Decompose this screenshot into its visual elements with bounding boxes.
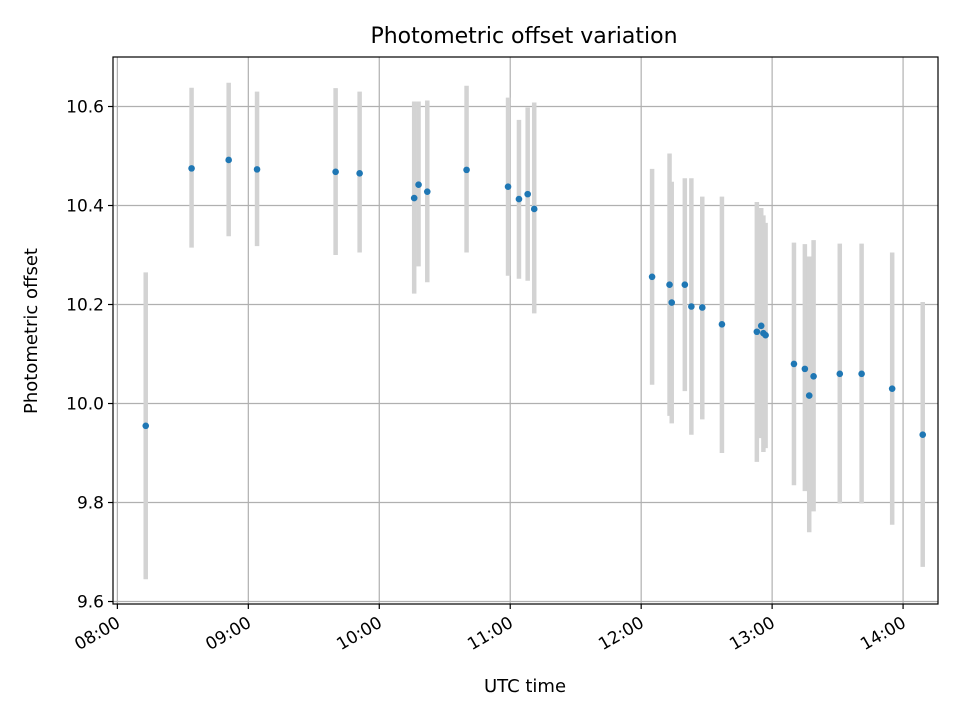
x-tick-label: 13:00: [726, 613, 778, 655]
data-point: [762, 331, 769, 339]
data-point: [423, 188, 431, 195]
data-point: [810, 372, 817, 380]
data-point: [858, 370, 865, 378]
data-point: [415, 181, 422, 189]
data-point: [888, 385, 896, 392]
data-point: [648, 273, 656, 281]
data-point: [919, 431, 927, 439]
y-tick-label: 9.8: [77, 494, 104, 514]
x-tick-label: 08:00: [71, 613, 123, 655]
data-point: [142, 422, 150, 430]
data-point: [188, 165, 195, 172]
data-point: [698, 304, 706, 311]
data-point: [688, 303, 695, 310]
data-point: [668, 299, 676, 306]
data-point: [753, 328, 761, 336]
data-point: [225, 156, 232, 164]
data-point: [836, 370, 844, 378]
data-point: [666, 281, 673, 289]
data-point: [718, 321, 726, 328]
errorbar-layer: [143, 82, 925, 580]
x-tick-label: 11:00: [464, 613, 516, 655]
data-point: [515, 195, 523, 203]
y-tick-label: 10.0: [66, 395, 104, 415]
x-axis-ticks: 08:00 09:00 10:00 11:00 12:00 13:00 14:00: [71, 604, 910, 655]
data-point: [805, 392, 813, 399]
chart-title: Photometric offset variation: [370, 24, 677, 49]
y-axis-label: Photometric offset: [21, 248, 42, 414]
data-point: [504, 183, 512, 190]
data-point: [463, 166, 470, 174]
data-point: [253, 166, 261, 173]
data-point: [356, 170, 363, 177]
x-tick-label: 14:00: [857, 613, 909, 655]
y-axis-ticks: 9.6 9.8 10.0 10.2 10.4 10.6: [66, 98, 113, 613]
data-point-layer: [142, 156, 927, 439]
y-tick-label: 10.6: [66, 98, 104, 118]
x-tick-label: 12:00: [595, 613, 647, 655]
data-point: [801, 365, 809, 373]
x-tick-label: 10:00: [333, 613, 385, 655]
grid-layer: [113, 57, 938, 604]
data-point: [681, 281, 689, 289]
x-tick-label: 09:00: [202, 613, 254, 655]
y-tick-label: 10.4: [66, 197, 104, 217]
plot-frame: [112, 56, 939, 605]
data-point: [790, 360, 798, 368]
y-tick-label: 10.2: [66, 296, 104, 316]
x-axis-label: UTC time: [484, 676, 566, 697]
data-point: [530, 205, 538, 213]
y-tick-label: 9.6: [77, 593, 104, 613]
data-point: [757, 322, 765, 330]
data-point: [410, 194, 418, 202]
data-point: [332, 168, 339, 176]
data-point: [524, 190, 531, 198]
